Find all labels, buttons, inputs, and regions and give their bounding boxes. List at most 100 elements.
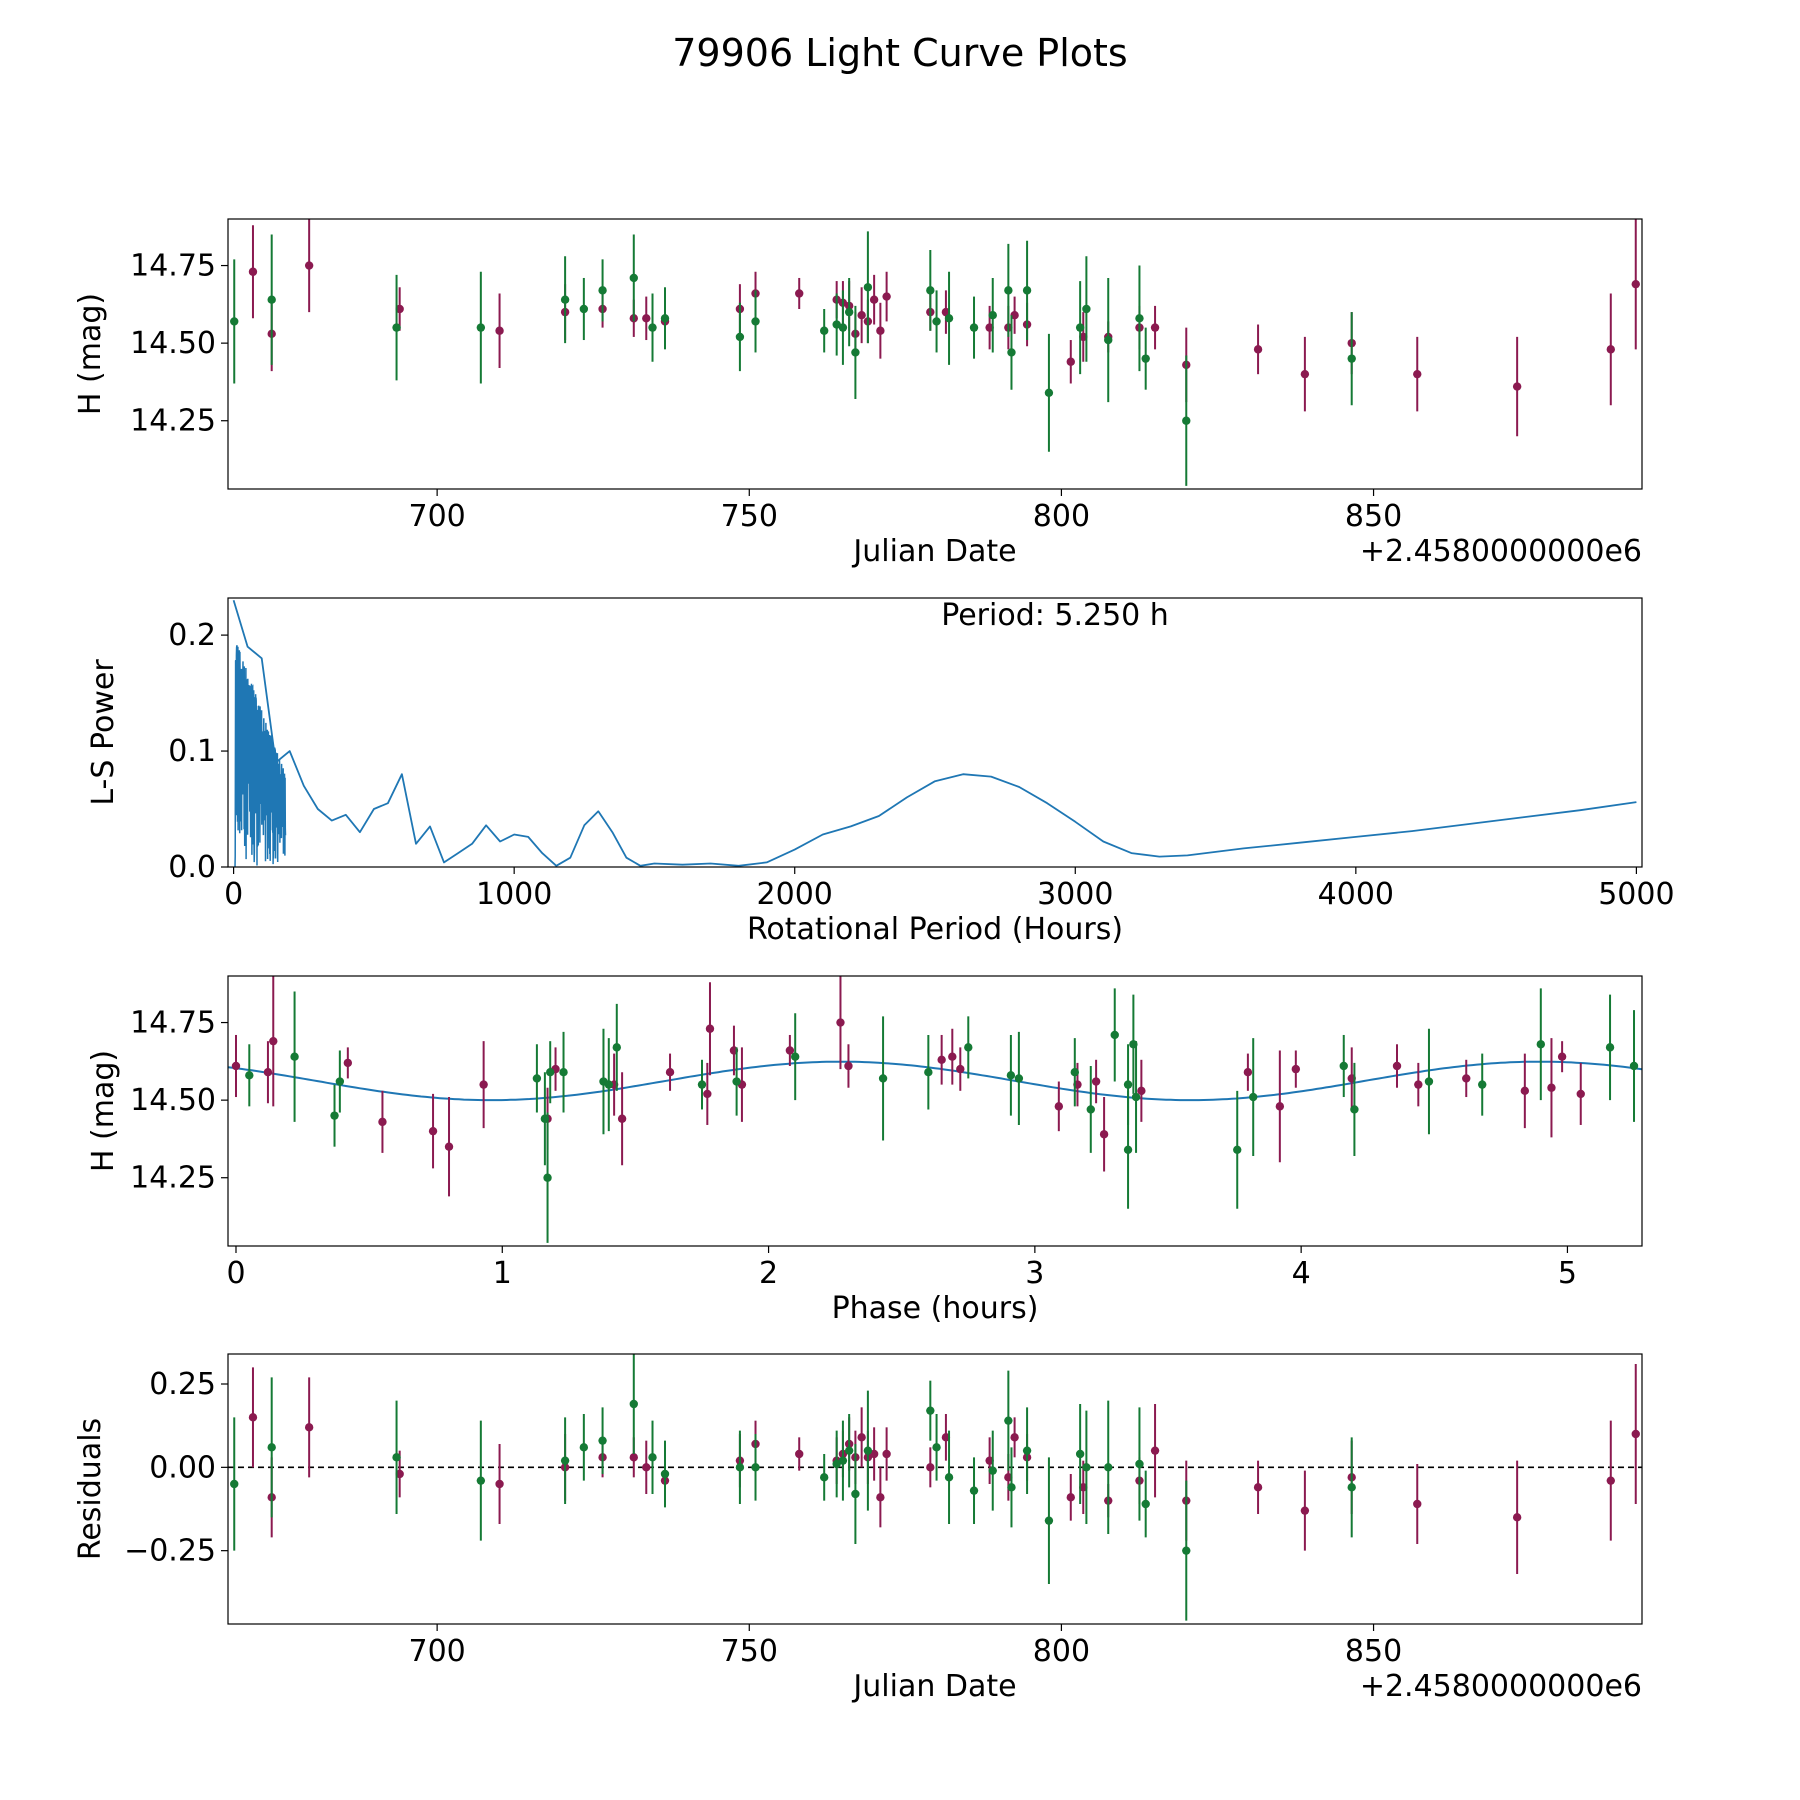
- data-point: [231, 1061, 241, 1071]
- data-point: [629, 1399, 638, 1409]
- data-point: [1010, 1433, 1019, 1442]
- data-point: [1137, 1086, 1146, 1096]
- data-point: [617, 1114, 627, 1123]
- y-tick-label: 14.25: [130, 404, 216, 439]
- data-point: [735, 332, 745, 342]
- data-point: [1004, 1416, 1013, 1425]
- axes-frame: [227, 1353, 1643, 1625]
- data-point: [1249, 1092, 1258, 1102]
- data-point: [335, 1077, 345, 1086]
- data-point: [1606, 1476, 1615, 1485]
- data-point: [1079, 1483, 1088, 1492]
- x-tick-label: 700: [409, 1634, 466, 1669]
- data-point: [956, 1064, 965, 1074]
- x-tick-label: 800: [1033, 499, 1090, 534]
- y-axis-label: Residuals: [73, 1418, 108, 1560]
- data-point: [795, 1449, 804, 1459]
- x-tick-label: 800: [1033, 1634, 1090, 1669]
- periodogram-dense-region: [234, 645, 287, 867]
- data-point: [1110, 1030, 1119, 1040]
- data-point: [1291, 1064, 1301, 1074]
- data-point: [1007, 1483, 1016, 1492]
- data-point: [1044, 1516, 1054, 1525]
- data-point: [1462, 1074, 1471, 1083]
- data-point: [1082, 1463, 1091, 1472]
- data-point: [1233, 1145, 1242, 1154]
- data-point: [1478, 1080, 1487, 1089]
- data-point: [1576, 1089, 1585, 1099]
- data-point: [969, 323, 979, 332]
- y-tick-label: 0.25: [149, 1367, 216, 1402]
- data-point: [1066, 1493, 1075, 1502]
- data-point: [579, 304, 589, 314]
- series-band_b: [230, 1354, 1356, 1621]
- data-point: [290, 1052, 299, 1061]
- data-point: [882, 292, 891, 301]
- data-point: [1141, 354, 1150, 363]
- panel-light_curve: 700 750 800 850 14.25 14.50 14.75 Julian Date H …: [73, 218, 1643, 569]
- data-point: [924, 1068, 933, 1077]
- data-point: [1004, 286, 1013, 295]
- data-point: [1182, 1546, 1191, 1555]
- data-point: [1104, 335, 1113, 345]
- x-tick-label: 4000: [1318, 877, 1394, 912]
- data-point: [876, 1493, 885, 1502]
- x-tick-label: 1000: [476, 877, 552, 912]
- data-point: [1243, 1068, 1253, 1077]
- x-tick-label: 5: [1558, 1256, 1577, 1291]
- x-axis-label: Phase (hours): [832, 1291, 1039, 1326]
- data-point: [944, 1473, 954, 1482]
- x-tick-label: 5000: [1598, 877, 1674, 912]
- data-point: [245, 1071, 254, 1080]
- data-point: [851, 348, 860, 357]
- data-point: [476, 323, 486, 332]
- data-point: [941, 307, 951, 317]
- data-point: [985, 1456, 994, 1465]
- data-point: [1275, 1102, 1285, 1111]
- data-point: [1131, 1092, 1141, 1102]
- data-point: [1075, 1449, 1085, 1459]
- data-point: [838, 1456, 848, 1465]
- data-point: [304, 261, 314, 270]
- x-tick-label: 0: [224, 877, 243, 912]
- data-point: [1300, 369, 1310, 379]
- plot-area: [228, 976, 1642, 1243]
- data-point: [1086, 1105, 1095, 1114]
- data-point: [248, 267, 258, 276]
- data-point: [479, 1080, 488, 1089]
- data-point: [263, 1068, 273, 1077]
- data-point: [941, 1433, 951, 1442]
- data-point: [1414, 1080, 1423, 1089]
- data-point: [1339, 1061, 1348, 1071]
- data-point: [1135, 1459, 1144, 1469]
- data-point: [1022, 286, 1032, 295]
- data-point: [795, 289, 804, 298]
- data-point: [267, 1443, 276, 1452]
- data-point: [648, 323, 657, 332]
- x-tick-label: 2000: [757, 877, 833, 912]
- data-point: [1104, 1463, 1113, 1472]
- data-point: [392, 1453, 401, 1462]
- y-axis-label: H (mag): [86, 1050, 121, 1172]
- data-point: [495, 1479, 504, 1489]
- data-point: [330, 1111, 339, 1120]
- data-point: [944, 314, 954, 323]
- x-tick-label: 700: [409, 499, 466, 534]
- data-point: [932, 1443, 941, 1452]
- data-point: [560, 295, 570, 304]
- data-point: [926, 1463, 935, 1472]
- plot-area: [232, 600, 1637, 867]
- data-point: [1054, 1102, 1064, 1111]
- data-point: [1070, 1068, 1080, 1077]
- data-point: [1099, 1130, 1109, 1139]
- data-point: [598, 286, 607, 295]
- panel-residuals: 700 750 800 850 −0.25 0.00 0.25 Julian Date Resi…: [73, 1353, 1643, 1704]
- period-annotation: Period: 5.250 h: [941, 598, 1169, 633]
- data-point: [1044, 388, 1054, 397]
- data-point: [790, 1052, 800, 1061]
- y-tick-label: 14.50: [130, 326, 216, 361]
- data-point: [532, 1074, 542, 1083]
- data-point: [559, 1068, 568, 1077]
- data-point: [857, 1433, 866, 1442]
- data-point: [1392, 1061, 1402, 1071]
